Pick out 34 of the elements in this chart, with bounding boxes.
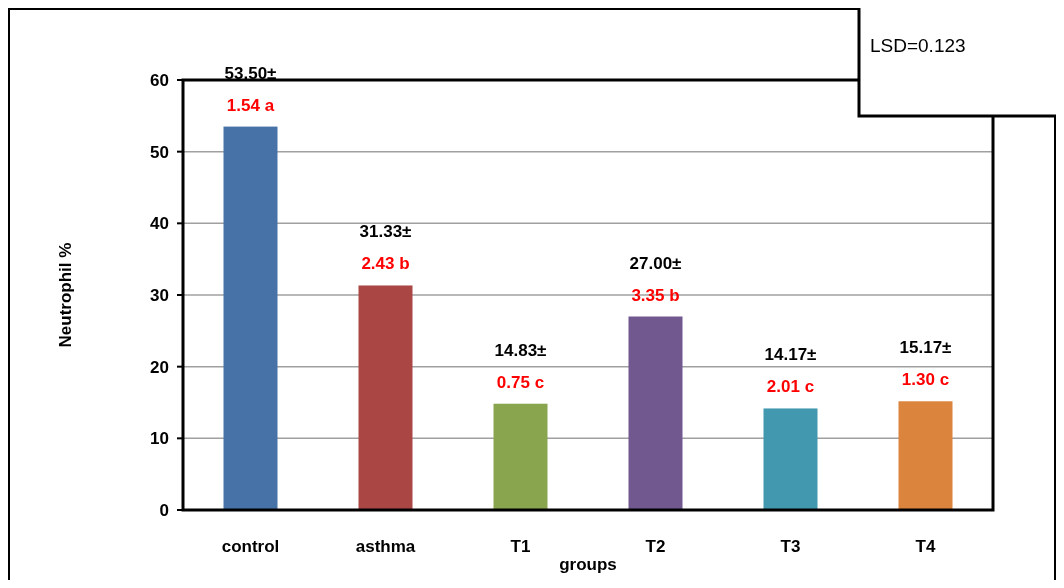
x-axis-title: groups <box>559 555 617 574</box>
x-tick-label: T1 <box>510 537 531 556</box>
y-tick-label: 20 <box>150 357 169 377</box>
x-tick-label: asthma <box>355 537 416 556</box>
bar <box>898 401 953 510</box>
x-tick-label: T3 <box>780 537 801 556</box>
x-tick-label: control <box>221 537 280 556</box>
annotation: 3.35 b <box>631 285 680 305</box>
text: LSD=0.123 <box>870 35 966 56</box>
y-tick-label: 30 <box>150 285 169 305</box>
bar <box>763 408 818 510</box>
x-tick-label: T4 <box>915 537 936 556</box>
y-tick-label: 0 <box>159 500 169 520</box>
y-axis-title: Neutrophil % <box>56 242 75 348</box>
bar <box>358 285 413 510</box>
annotation: 1.30 c <box>901 370 950 390</box>
data-label: 27.00± <box>629 253 682 273</box>
annotation: 2.01 c <box>766 377 815 397</box>
bar <box>223 126 278 510</box>
annotation: 1.54 a <box>226 95 275 115</box>
data-label: 14.17± <box>764 345 817 365</box>
annotation: 2.43 b <box>361 254 410 274</box>
annotation: 0.75 c <box>496 372 545 392</box>
y-tick-label: 50 <box>150 142 169 162</box>
data-label: 15.17± <box>899 338 952 358</box>
data-label: 53.50± <box>224 63 277 83</box>
x-tick-label: T2 <box>645 537 666 556</box>
y-tick-label: 40 <box>150 214 169 234</box>
data-label: 31.33± <box>359 222 412 242</box>
bar <box>628 316 683 510</box>
data-label: 14.83± <box>494 340 547 360</box>
bar <box>493 403 548 510</box>
y-tick-label: 10 <box>150 429 169 449</box>
y-tick-label: 60 <box>150 70 169 90</box>
